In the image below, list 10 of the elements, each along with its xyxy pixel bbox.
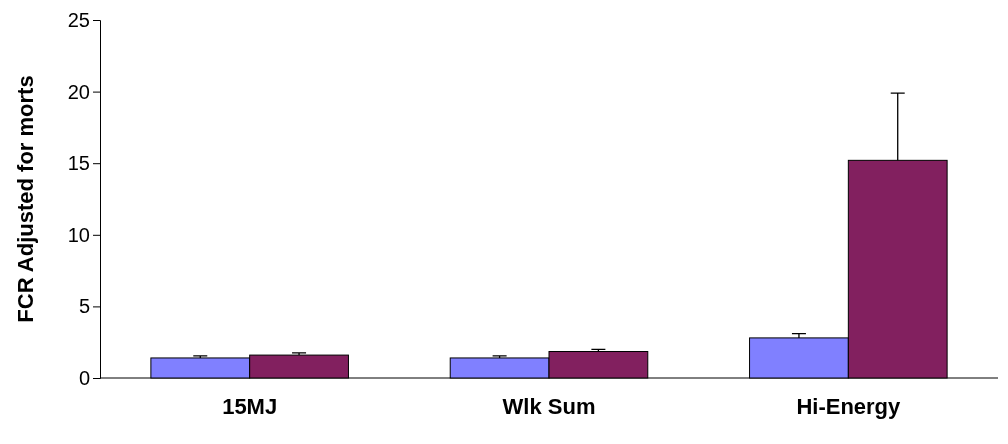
x-tick-label: 15MJ [222,393,278,419]
y-axis-title: FCR Adjusted for morts [13,75,38,323]
y-tick-label: 10 [67,223,90,246]
y-tick-label: 15 [67,152,90,175]
y-tick-label: 5 [78,295,90,318]
x-tick-label: Wlk Sum [502,393,596,419]
y-tick-label: 0 [78,366,90,389]
y-tick-label: 25 [67,8,90,31]
y-tick-label: 20 [67,80,90,103]
x-tick-label: Hi-Energy [796,393,902,419]
